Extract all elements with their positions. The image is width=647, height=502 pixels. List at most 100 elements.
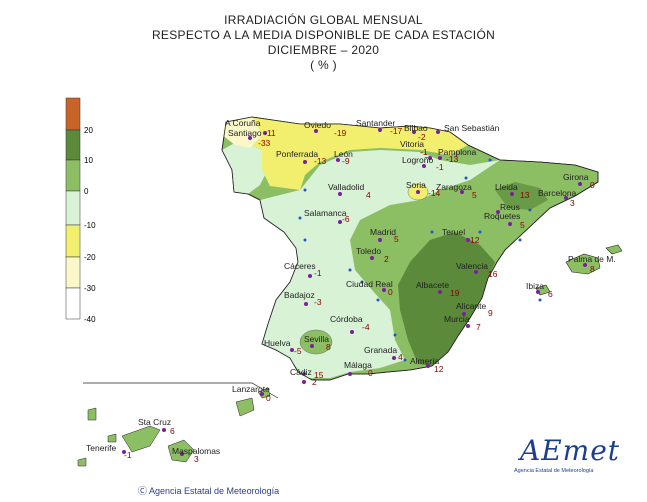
station-value-madrid: 5 [394, 234, 399, 244]
station-value-salamanca: -6 [342, 214, 350, 224]
region-pale-green-galicia [222, 140, 270, 194]
station-label-reus: Reus [500, 202, 520, 212]
station-label-badajoz: Badajoz [284, 290, 315, 300]
legend-label-minus20: -20 [84, 253, 96, 262]
station-label-zaragoza: Zaragoza [436, 182, 472, 192]
region-dark-green-lleida [495, 182, 548, 210]
station-label-maspalomas: Maspalomas [172, 446, 220, 456]
legend-label-0: 0 [84, 187, 89, 196]
station-labels: A Coruña Santiago -11 -33 Oviedo -19 San… [86, 118, 616, 464]
station-value-santiago-2: -33 [258, 138, 271, 148]
station-label-almeria: Almería [410, 356, 440, 366]
gran-canaria-island [167, 439, 195, 463]
station-label-logrono: Logroño [402, 155, 433, 165]
station-label-barcelona: Barcelona [538, 188, 577, 198]
station-value-alicante: 9 [488, 308, 493, 318]
station-value-valladolid: 4 [366, 190, 371, 200]
la-palma-island [87, 407, 97, 421]
region-yellow-north [228, 117, 468, 190]
legend-swatch-minus40-minus30 [65, 287, 81, 320]
legend-swatch-10-20 [65, 129, 81, 161]
station-label-valencia: Valencia [456, 261, 488, 271]
station-label-ciudad-real: Ciudad Real [346, 279, 393, 289]
station-label-girona: Girona [563, 172, 589, 182]
station-markers [122, 128, 587, 456]
station-value-murcia: 7 [476, 322, 481, 332]
station-value-pamplona: -13 [446, 154, 459, 164]
station-value-ponferrada: -13 [314, 156, 327, 166]
map-title-line2: RESPECTO A LA MEDIA DISPONIBLE DE CADA E… [151, 28, 496, 42]
legend-swatch-above-20 [65, 97, 81, 131]
aemet-logo: AEmet Agencia Estatal de Meteorología [514, 434, 619, 480]
station-label-alicante: Alicante [456, 301, 487, 311]
station-value-cadiz: 15 [314, 370, 324, 380]
contour-markers [298, 158, 542, 362]
station-label-granada: Granada [364, 345, 397, 355]
legend-swatch-minus20-minus10 [65, 224, 81, 258]
legend: 20 10 0 -10 -20 -30 -40 [65, 97, 96, 324]
legend-swatch-minus30-minus20 [65, 256, 81, 289]
station-value-sta-cruz: 6 [170, 426, 175, 436]
station-value-palma: 8 [590, 264, 595, 274]
station-label-madrid: Madrid [370, 227, 396, 237]
station-label-oviedo: Oviedo [304, 120, 331, 130]
station-value-caceres: -1 [314, 268, 322, 278]
station-label-lanzarote: Lanzarote [232, 384, 270, 394]
station-label-salamanca: Salamanca [304, 208, 347, 218]
station-label-ibiza: Ibiza [526, 281, 544, 291]
menorca-island [605, 244, 623, 255]
aemet-logo-subtitle: Agencia Estatal de Meteorología [514, 468, 594, 474]
legend-label-minus10: -10 [84, 221, 96, 230]
station-label-lleida: Lleida [495, 182, 518, 192]
region-pale-yellow-coruna [222, 117, 262, 148]
station-label-pamplona: Pamplona [438, 147, 477, 157]
station-value-leon: -9 [342, 156, 350, 166]
station-label-sevilla: Sevilla [304, 334, 329, 344]
station-label-cadiz: Cádiz [290, 367, 312, 377]
station-value-roquetes: 5 [520, 220, 525, 230]
el-hierro-island [77, 457, 87, 467]
station-value-vitoria: -1 [420, 147, 428, 157]
canary-islands-inset [77, 382, 279, 467]
station-value-almeria: 12 [434, 364, 444, 374]
aemet-logo-text: AEmet [520, 434, 621, 467]
legend-label-20: 20 [84, 126, 93, 135]
station-value-bilbao: -2 [418, 132, 426, 142]
station-value-granada: 4 [398, 352, 403, 362]
station-value-sevilla: 8 [326, 342, 331, 352]
station-label-teruel: Teruel [442, 227, 465, 237]
la-gomera-island [107, 433, 117, 443]
balearic-islands [535, 244, 623, 296]
station-value-tenerife: -1 [124, 450, 132, 460]
station-value-malaga: 0 [368, 368, 373, 378]
station-label-santander: Santander [356, 118, 395, 128]
station-value-lanzarote: 0 [266, 393, 271, 403]
map-title-line4: ( % ) [310, 58, 337, 72]
legend-label-10: 10 [84, 156, 93, 165]
tenerife-island [121, 425, 161, 453]
station-label-a-coruna: A Coruña [225, 118, 261, 128]
station-value-badajoz: -3 [314, 297, 322, 307]
station-value-zaragoza: 5 [472, 190, 477, 200]
fuerteventura-island [235, 397, 255, 417]
station-label-palma: Palma de M. [568, 254, 616, 264]
peninsula-outline [221, 116, 599, 381]
station-value-oviedo: -19 [334, 128, 347, 138]
legend-label-minus30: -30 [84, 284, 96, 293]
station-value-teruel: 12 [470, 235, 480, 245]
station-label-albacete: Albacete [416, 280, 449, 290]
station-label-caceres: Cáceres [284, 261, 316, 271]
station-label-malaga: Málaga [344, 360, 372, 370]
copyright-footer: Ⓒ Agencia Estatal de Meteorología [138, 486, 280, 496]
station-value-ciudad-real: 0 [388, 287, 393, 297]
station-label-sta-cruz: Sta Cruz [138, 417, 171, 427]
mallorca-island [565, 253, 601, 275]
station-label-roquetes: Roquetes [484, 211, 520, 221]
station-label-tenerife: Tenerife [86, 443, 117, 453]
region-sevilla-green [299, 329, 333, 355]
station-value-ibiza: 6 [548, 289, 553, 299]
legend-label-minus40: -40 [84, 315, 96, 324]
station-label-san-sebastian: San Sebastián [444, 123, 500, 133]
region-dark-green-southeast [398, 232, 495, 366]
station-value-albacete: 19 [450, 288, 460, 298]
